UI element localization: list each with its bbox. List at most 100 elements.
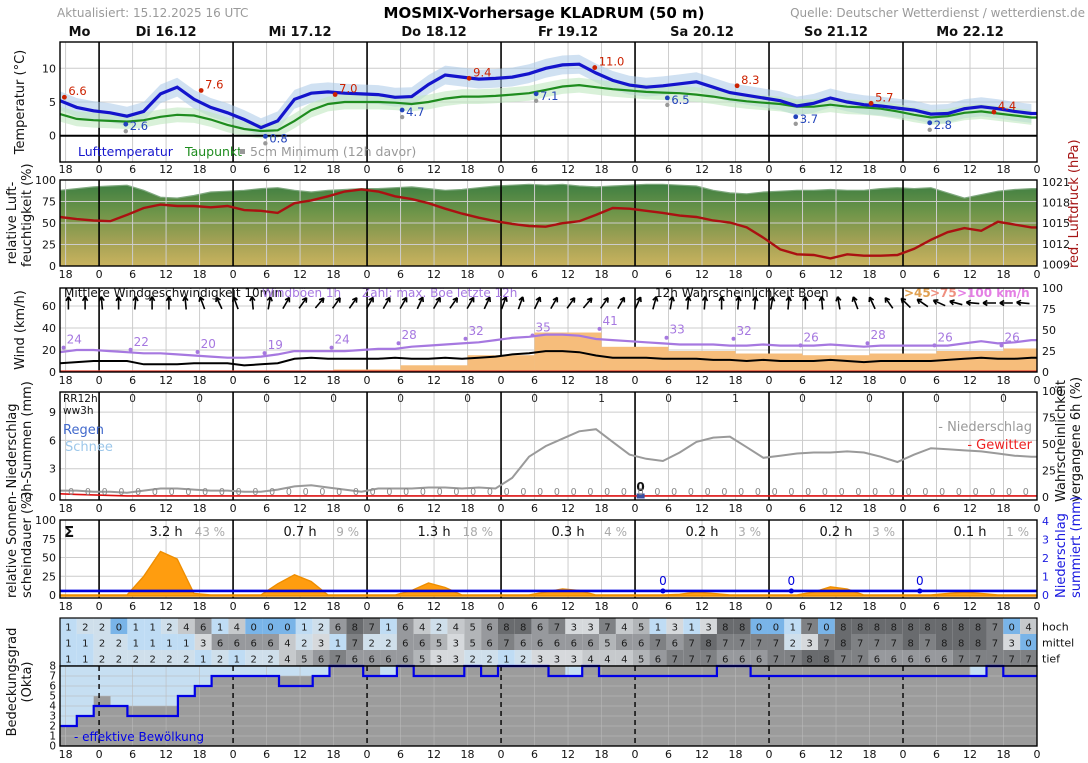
cloud-cell-value: 6 <box>722 655 728 666</box>
wind-panel: 24 22 20 19 24 28 32 35 41 33 32 26 28 26 26 60 40 20 0 100… <box>42 282 1063 379</box>
x-tick-label: 18 <box>595 374 609 387</box>
min-temp-label: 7.1 <box>540 89 558 103</box>
gust-max-label: 24 <box>335 333 350 347</box>
x-tick-label: 12 <box>829 502 843 515</box>
gust-max-dot <box>396 341 401 346</box>
x-tick-label: 12 <box>293 502 307 515</box>
gust-prob-bar <box>1003 348 1037 372</box>
ww3h-symbol: 0 <box>386 487 392 498</box>
x-tick-label: 18 <box>59 748 73 761</box>
cloud-cell-value: 6 <box>554 639 560 650</box>
cloud-cell <box>784 634 802 650</box>
sum-zero-dot <box>917 588 923 594</box>
sun-day-sum: 0.3 h <box>552 525 585 540</box>
cloud-cell-value: 8 <box>874 623 880 634</box>
cloud-cell-value: 6 <box>756 655 762 666</box>
gust-max-dot <box>195 350 200 354</box>
cloud-cell-value: 6 <box>520 639 526 650</box>
legend-precip-prob: - Niederschlag <box>938 420 1032 435</box>
legend-snow: Schnee <box>65 440 113 455</box>
panel-border <box>59 287 1038 373</box>
x-tick-label: 12 <box>963 600 977 613</box>
ww3h-symbol: 0 <box>236 487 242 498</box>
cloud-cell-value: 7 <box>823 639 829 650</box>
cloud-cell <box>683 634 701 650</box>
wind-direction-arrow <box>718 296 725 310</box>
cloud-cell-value: 6 <box>924 655 930 666</box>
cloud-cell-value: 6 <box>587 639 593 650</box>
x-tick-label: 18 <box>327 374 341 387</box>
cloud-cell <box>497 618 515 634</box>
x-tick-label: 12 <box>829 163 843 176</box>
x-tick-label: 0 <box>498 502 505 515</box>
cloud-cell <box>447 618 465 634</box>
cloud-cell <box>161 650 178 666</box>
cloud-cell-value: 7 <box>739 639 745 650</box>
cloud-cell-value: 1 <box>65 639 71 650</box>
cloud-cell-value: 4 <box>419 623 425 634</box>
wind-direction-arrow <box>769 296 776 310</box>
cloud-cell <box>245 634 263 650</box>
panel-border <box>59 519 1038 599</box>
x-tick-label: 0 <box>498 374 505 387</box>
x-tick-label: 18 <box>461 748 475 761</box>
cloud-cell <box>632 650 650 666</box>
min5cm-dot <box>533 98 539 104</box>
cloud-cell <box>531 634 549 650</box>
ww3h-symbol: 0 <box>169 487 175 498</box>
x-tick-label: 6 <box>531 748 538 761</box>
cloud-cell <box>565 618 583 634</box>
x-tick-label: 18 <box>59 374 73 387</box>
min-temp-dot <box>927 120 933 126</box>
ww3h-symbol: 0 <box>638 487 644 498</box>
gust-max-label: 35 <box>536 321 551 335</box>
ww3h-symbol: 0 <box>185 487 191 498</box>
pressure-curve <box>59 188 1037 260</box>
cloud-cell-value: 2 <box>790 639 796 650</box>
uncertainty-band <box>60 54 1032 138</box>
x-tick-label: 18 <box>863 600 877 613</box>
cloud-cell <box>700 650 717 666</box>
cloud-cell <box>582 618 600 634</box>
day-label-row: Mo Di 16.12 Mi 17.12 Do 18.12 Fr 19.12 Sa 20.… <box>69 25 1004 40</box>
x-tick-label: 0 <box>900 600 907 613</box>
wind-direction-arrow <box>701 296 709 310</box>
cloud-cell-value: 7 <box>790 655 796 666</box>
y-tick-sun: 25 <box>42 570 56 583</box>
wind-direction-arrow <box>900 297 911 309</box>
cloud-cell <box>700 618 717 634</box>
x-tick-label: 18 <box>863 268 877 281</box>
gust-prob-bar <box>802 355 870 372</box>
ww3h-symbol: 0 <box>889 487 895 498</box>
max-temp-label: 9.4 <box>473 65 491 79</box>
cloud-cell-value: 4 <box>1025 623 1031 634</box>
cloud-cell <box>969 650 987 666</box>
max-temp-dot <box>991 109 997 115</box>
x-tick-label: 12 <box>561 600 575 613</box>
cloud-cell <box>144 618 162 634</box>
x-tick-label: 12 <box>427 268 441 281</box>
x-tick-label: 0 <box>96 502 103 515</box>
cloud-cell <box>228 650 246 666</box>
x-tick-row: 18 0 6 12 18 0 6 12 18 0 6 12 18 0 6 12 18 0 6 12 18 0 6 12 18 0 6… <box>59 163 1041 176</box>
cloud-cell-value: 5 <box>419 655 425 666</box>
cloud-cell <box>986 650 1004 666</box>
sun-day-sum: 0.2 h <box>686 525 719 540</box>
wind-direction-arrow <box>617 296 626 310</box>
cloud-cell <box>278 634 296 650</box>
cloud-cell-value: 6 <box>234 639 240 650</box>
min5cm-dot <box>927 127 932 133</box>
ww3h-row-label: ww3h <box>63 405 94 417</box>
cloud-cell-value: 7 <box>891 639 897 650</box>
cloud-cell-value: 2 <box>301 639 307 650</box>
cloud-cell-value: 6 <box>352 655 358 666</box>
min5cm-dot <box>263 141 268 146</box>
wind-header-prob: 12h Wahrscheinlichkeit Böen <box>655 286 829 300</box>
x-tick-label: 18 <box>193 374 207 387</box>
ww3h-symbol: 0 <box>688 487 694 498</box>
max-temp-label: 7.6 <box>205 77 223 91</box>
x-tick-label: 18 <box>729 502 743 515</box>
dew-point-curve <box>59 83 1037 133</box>
gust-max-label: 33 <box>670 323 685 337</box>
cloud-cell <box>986 618 1004 634</box>
